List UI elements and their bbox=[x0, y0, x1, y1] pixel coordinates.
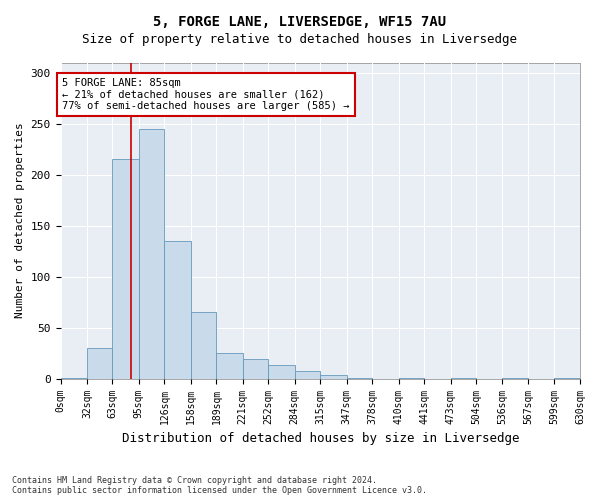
Text: Contains HM Land Registry data © Crown copyright and database right 2024.
Contai: Contains HM Land Registry data © Crown c… bbox=[12, 476, 427, 495]
Bar bbox=[320, 374, 347, 378]
Bar bbox=[295, 370, 320, 378]
Bar bbox=[268, 366, 295, 378]
Text: 5 FORGE LANE: 85sqm
← 21% of detached houses are smaller (162)
77% of semi-detac: 5 FORGE LANE: 85sqm ← 21% of detached ho… bbox=[62, 78, 350, 111]
Y-axis label: Number of detached properties: Number of detached properties bbox=[15, 122, 25, 318]
Bar bbox=[191, 312, 217, 378]
Text: Size of property relative to detached houses in Liversedge: Size of property relative to detached ho… bbox=[83, 32, 517, 46]
Bar bbox=[217, 353, 243, 378]
Bar bbox=[139, 129, 164, 378]
Text: 5, FORGE LANE, LIVERSEDGE, WF15 7AU: 5, FORGE LANE, LIVERSEDGE, WF15 7AU bbox=[154, 15, 446, 29]
Bar bbox=[164, 241, 191, 378]
X-axis label: Distribution of detached houses by size in Liversedge: Distribution of detached houses by size … bbox=[122, 432, 519, 445]
Bar bbox=[112, 160, 139, 378]
Bar bbox=[87, 348, 112, 378]
Bar bbox=[243, 360, 268, 378]
